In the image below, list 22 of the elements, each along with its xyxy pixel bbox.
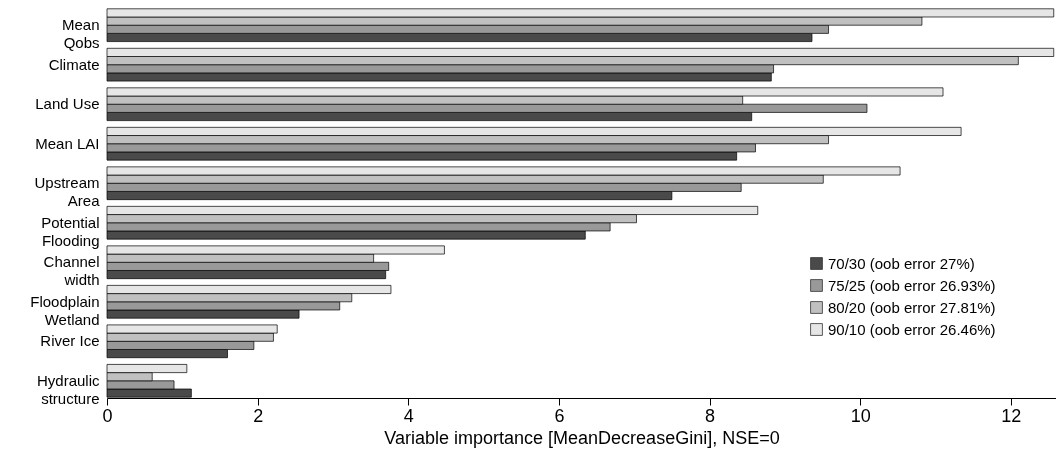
x-tick-label: 12	[1001, 405, 1022, 426]
x-tick-label: 2	[253, 405, 264, 426]
y-tick-label: Potential Flooding	[41, 213, 100, 249]
y-tick-label: Land Use	[35, 95, 100, 113]
y-tick-label: Hydraulic structure	[36, 371, 100, 407]
x-tick-label: 8	[705, 405, 716, 426]
y-tick-label: River Ice	[40, 332, 100, 350]
legend-label: 80/20 (oob error 27.81%)	[828, 298, 996, 316]
y-tick-label: Floodplain Wetland	[30, 292, 100, 328]
y-tick-label: Mean LAI	[35, 134, 100, 152]
x-tick-label: 10	[850, 405, 871, 426]
x-tick-label: 0	[102, 405, 113, 426]
legend-label: 70/30 (oob error 27%)	[828, 254, 975, 272]
y-tick-label: Mean Qobs	[61, 16, 100, 52]
x-tick-label: 4	[403, 405, 414, 426]
y-tick-label: Upstream Area	[34, 174, 101, 210]
x-tick-label: 6	[554, 405, 565, 426]
y-tick-label: Climate	[48, 55, 100, 73]
legend-label: 75/25 (oob error 26.93%)	[828, 276, 996, 294]
y-tick-label: Channel width	[43, 253, 100, 289]
x-axis-title: Variable importance [MeanDecreaseGini], NSE=0	[384, 427, 780, 448]
legend-label: 90/10 (oob error 26.46%)	[828, 320, 996, 338]
